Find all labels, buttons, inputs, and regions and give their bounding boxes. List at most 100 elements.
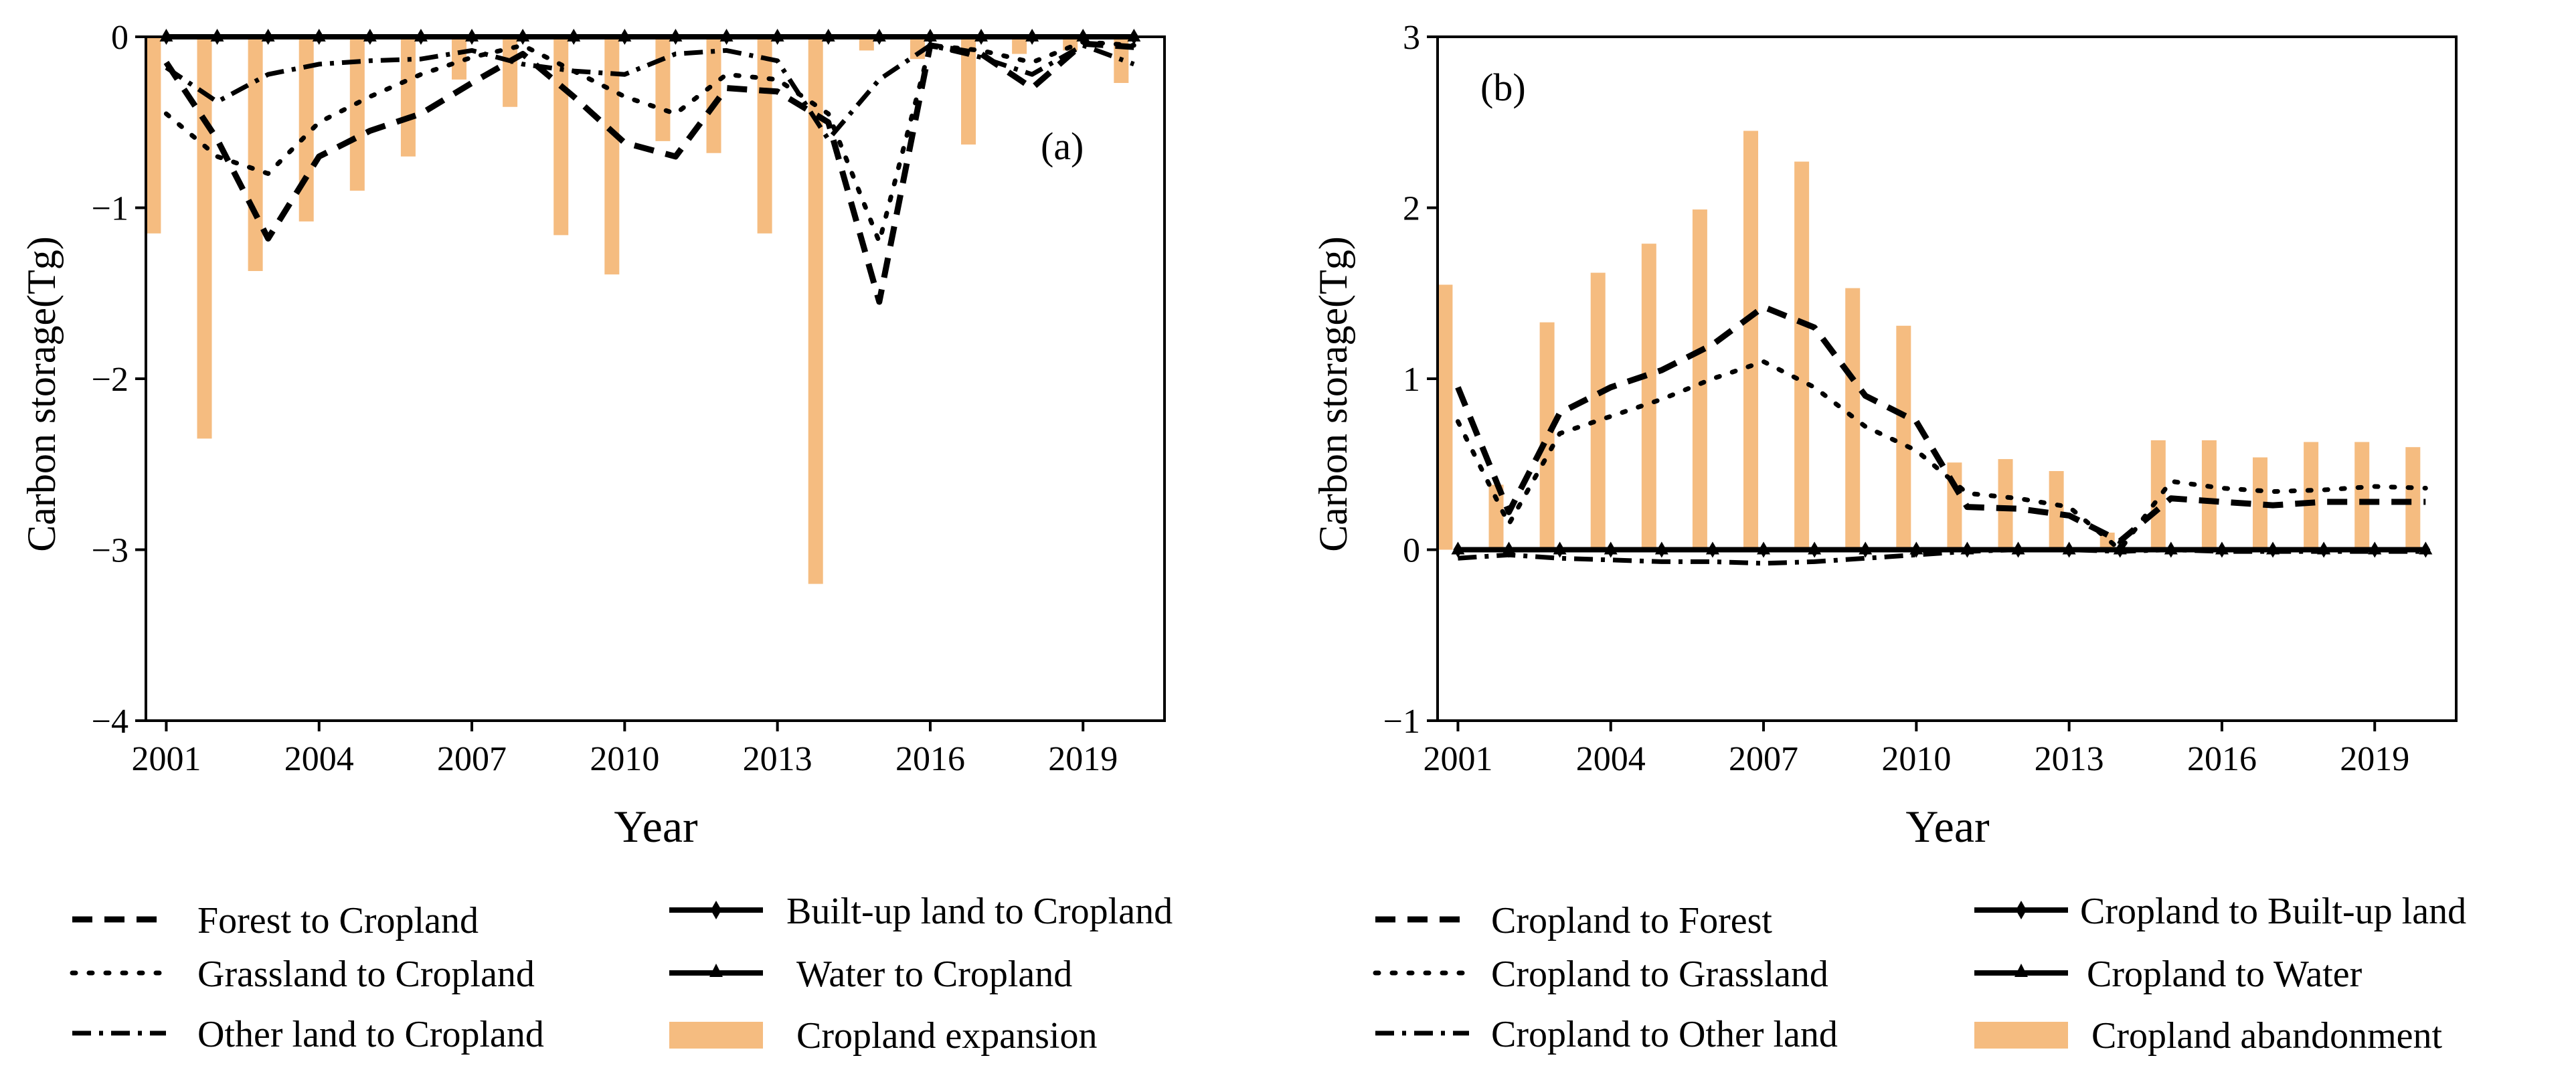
- legend-item-cropland-to-water: Cropland to Water: [1974, 954, 2363, 995]
- x-ticks: 2001 2004 2007 2010 2013 2016 2019: [131, 721, 1118, 778]
- legend-label: Cropland to Water: [2087, 954, 2363, 995]
- bar-2013: [757, 37, 772, 234]
- point-cropland-to-water-2002: [1502, 542, 1516, 555]
- bar-2010: [1896, 325, 1911, 550]
- plot-frame: [145, 35, 1166, 722]
- legend-label: Forest to Cropland: [197, 900, 479, 941]
- x-tick-label: 2010: [590, 740, 659, 778]
- bar-2012: [1998, 459, 2013, 550]
- bar-2003: [1539, 322, 1555, 550]
- bar-2002: [197, 37, 212, 439]
- point-cropland-to-water-2016: [2215, 542, 2229, 555]
- point-cropland-to-water-2018: [2317, 542, 2331, 555]
- x-tick-label: 2016: [2187, 740, 2257, 778]
- diamond-marker-icon: [711, 901, 721, 919]
- triangle-marker-icon: [709, 964, 723, 977]
- point-cropland-to-water-2007: [1757, 542, 1771, 555]
- point-cropland-to-water-2005: [1654, 542, 1668, 555]
- legend-label: Cropland to Built-up land: [2080, 891, 2466, 932]
- legend-label: Water to Cropland: [796, 954, 1072, 995]
- bar-2005: [349, 37, 365, 191]
- point-cropland-to-water-2010: [1909, 542, 1923, 555]
- y-tick-label: 2: [1403, 190, 1420, 228]
- bar-2019: [2354, 442, 2370, 550]
- x-tick-label: 2004: [1576, 740, 1646, 778]
- x-tick-label: 2019: [1048, 740, 1118, 778]
- bar-2014: [808, 37, 823, 584]
- bar-2004: [298, 37, 314, 221]
- y-ticks: −1 0 1 2 3: [1383, 19, 1438, 741]
- bar-2002: [1488, 484, 1504, 550]
- x-tick-label: 2004: [284, 740, 354, 778]
- bar-2006: [400, 37, 416, 157]
- chart-panel-a: Carbon storage(Tg) Year (a) −4 −3 −2 −1 0 20…: [19, 19, 1166, 852]
- bar-2017: [961, 37, 976, 145]
- diamond-marker-icon: [2016, 901, 2027, 919]
- point-cropland-to-water-2004: [1604, 542, 1618, 555]
- legend-item-cropland-to-other-land: Cropland to Other land: [1375, 1014, 1838, 1055]
- panel-label: (a): [1041, 124, 1084, 168]
- y-tick-label: 3: [1403, 19, 1420, 57]
- y-tick-label: −4: [92, 703, 128, 741]
- legend-item-cropland-to-grassland: Cropland to Grassland: [1373, 954, 1828, 995]
- bar-2012: [706, 37, 721, 153]
- y-tick-label: −1: [1383, 703, 1420, 741]
- x-tick-label: 2010: [1881, 740, 1951, 778]
- bar-2005: [1641, 244, 1656, 550]
- x-tick-label: 2001: [1423, 740, 1492, 778]
- bar-2004: [1590, 272, 1606, 550]
- y-tick-label: −1: [92, 190, 128, 228]
- y-tick-label: −3: [92, 532, 128, 570]
- legend-label: Grassland to Cropland: [197, 954, 535, 995]
- point-cropland-to-water-2003: [1553, 542, 1567, 555]
- legend-label: Cropland to Forest: [1491, 900, 1772, 941]
- x-tick-label: 2001: [131, 740, 201, 778]
- panel-label: (b): [1480, 66, 1526, 109]
- bar-2003: [248, 37, 263, 272]
- legend-item-cropland-to-builtup: Cropland to Built-up land: [1974, 891, 2466, 932]
- series-line-other-land-to-cropland: [165, 43, 1135, 142]
- legend-label: Cropland to Grassland: [1491, 954, 1828, 995]
- bar-2016: [2201, 440, 2217, 550]
- point-cropland-to-water-2012: [2011, 542, 2025, 555]
- legend-label: Cropland abandonment: [2091, 1015, 2443, 1057]
- bar-2015: [859, 37, 874, 51]
- y-axis-title: Carbon storage(Tg): [19, 236, 64, 552]
- bar-2018: [1012, 37, 1027, 54]
- point-cropland-to-water-2006: [1705, 542, 1719, 555]
- bar-2017: [2253, 457, 2268, 550]
- legend-item-cropland-abandonment: Cropland abandonment: [1974, 1015, 2443, 1057]
- point-cropland-to-water-2013: [2062, 542, 2076, 555]
- y-ticks: −4 −3 −2 −1 0: [92, 19, 146, 741]
- bar-2013: [2049, 470, 2064, 550]
- legend-item-grassland-to-cropland: Grassland to Cropland: [70, 954, 535, 995]
- bar-2009: [1845, 288, 1861, 550]
- y-tick-label: 1: [1403, 361, 1420, 399]
- legend-item-cropland-to-forest: Cropland to Forest: [1375, 900, 1772, 941]
- point-cropland-to-water-2001: [1451, 542, 1465, 555]
- x-tick-label: 2013: [2035, 740, 2104, 778]
- point-cropland-to-water-2008: [1808, 542, 1822, 555]
- point-cropland-to-water-2017: [2266, 542, 2280, 555]
- bar-2008: [503, 37, 518, 107]
- triangle-marker-icon: [2014, 964, 2028, 977]
- x-tick-label: 2013: [743, 740, 812, 778]
- plot-frame: [1436, 35, 2458, 722]
- point-cropland-to-water-2009: [1859, 542, 1873, 555]
- point-cropland-to-water-2020: [2419, 542, 2433, 555]
- bar-2011: [655, 37, 671, 141]
- legend-item-cropland-expansion: Cropland expansion: [669, 1015, 1097, 1057]
- legend-label: Built-up land to Cropland: [786, 891, 1173, 932]
- legend-swatch: [669, 1022, 763, 1049]
- legend-label: Other land to Cropland: [197, 1014, 544, 1055]
- legend-item-other-land-to-cropland: Other land to Cropland: [72, 1014, 544, 1055]
- x-ticks: 2001 2004 2007 2010 2013 2016 2019: [1423, 721, 2409, 778]
- series-line-cropland-to-other-land: [1458, 547, 2426, 566]
- bar-2001: [146, 37, 161, 234]
- y-tick-label: −2: [92, 361, 128, 399]
- point-cropland-to-water-2015: [2164, 542, 2178, 555]
- point-cropland-to-water-2019: [2368, 542, 2382, 555]
- bar-2015: [2150, 440, 2166, 550]
